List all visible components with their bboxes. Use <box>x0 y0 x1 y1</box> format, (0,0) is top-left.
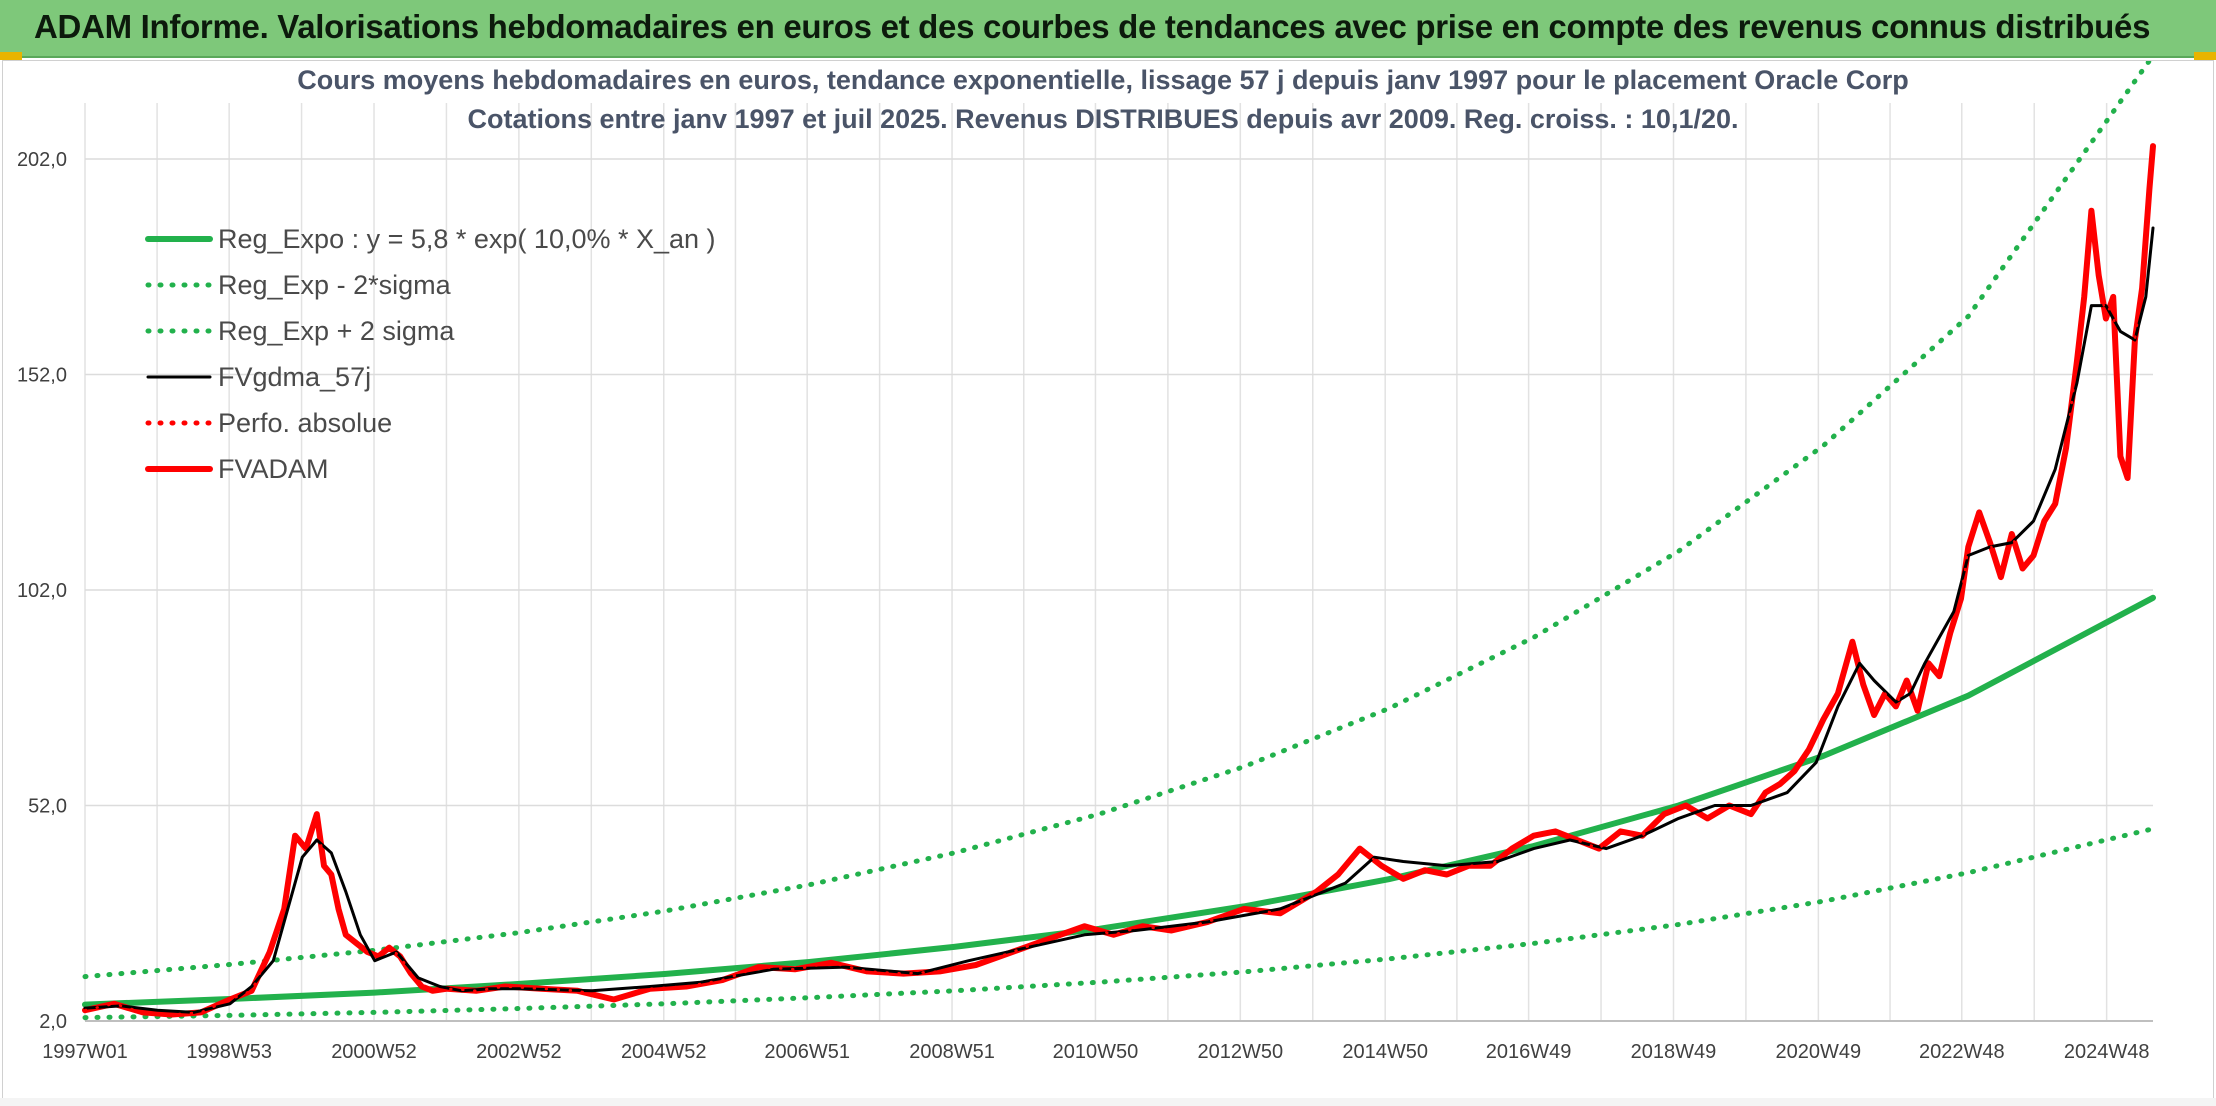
chart-series <box>82 61 2156 1021</box>
series-line-3 <box>83 226 2155 1014</box>
banner-corner-left <box>0 52 22 60</box>
report-title: ADAM Informe. Valorisations hebdomadaire… <box>34 8 2151 45</box>
x-tick-label: 1997W01 <box>42 1041 128 1063</box>
chart-title: Cours moyens hebdomadaires en euros, ten… <box>297 65 1909 95</box>
chart-subtitle: Cotations entre janv 1997 et juil 2025. … <box>467 104 1738 134</box>
legend-label: Reg_Exp + 2 sigma <box>218 316 455 346</box>
x-tick-label: 2002W52 <box>476 1041 562 1063</box>
x-tick-label: 2012W50 <box>1198 1041 1284 1063</box>
x-axis-ticks: 1997W01 1998W53 2000W52 2002W52 2004W52 2006W… <box>42 1041 2149 1063</box>
x-tick-label: 2014W50 <box>1342 1041 1428 1063</box>
series-line-1 <box>82 826 2156 1021</box>
x-tick-label: 2022W48 <box>1919 1041 2005 1063</box>
x-tick-label: 1998W53 <box>186 1041 272 1063</box>
legend-label: Perfo. absolue <box>218 408 392 438</box>
chart-legend: Reg_Expo : y = 5,8 * exp( 10,0% * X_an )… <box>145 224 716 484</box>
y-tick-label: 2,0 <box>39 1011 67 1033</box>
x-tick-label: 2006W51 <box>764 1041 850 1063</box>
series-line-4 <box>83 144 2155 1016</box>
legend-label: Reg_Exp - 2*sigma <box>218 270 452 300</box>
legend-label: Reg_Expo : y = 5,8 * exp( 10,0% * X_an ) <box>218 224 716 254</box>
y-tick-label: 102,0 <box>17 580 67 602</box>
grid-lines <box>84 103 2153 1022</box>
x-tick-label: 2004W52 <box>621 1041 707 1063</box>
y-axis-ticks: 2,0 52,0 102,0 152,0 202,0 <box>17 149 67 1033</box>
report-banner: ADAM Informe. Valorisations hebdomadaire… <box>0 0 2216 60</box>
series-line-0 <box>82 594 2156 1008</box>
y-tick-label: 52,0 <box>28 796 67 818</box>
y-tick-label: 152,0 <box>17 365 67 387</box>
x-tick-label: 2010W50 <box>1053 1041 1139 1063</box>
chart-area: Cours moyens hebdomadaires en euros, ten… <box>2 60 2214 1104</box>
x-tick-label: 2016W49 <box>1486 1041 1572 1063</box>
x-tick-label: 2008W51 <box>909 1041 995 1063</box>
x-tick-label: 2020W49 <box>1776 1041 1862 1063</box>
legend-label: FVgdma_57j <box>218 362 371 392</box>
x-tick-label: 2018W49 <box>1631 1041 1717 1063</box>
x-tick-label: 2024W48 <box>2064 1041 2150 1063</box>
chart-svg: Cours moyens hebdomadaires en euros, ten… <box>17 61 2156 1063</box>
banner-corner-right <box>2194 52 2216 60</box>
legend-label: FVADAM <box>218 454 329 484</box>
bottom-strip <box>0 1098 2216 1106</box>
y-tick-label: 202,0 <box>17 149 67 171</box>
series-line-2 <box>82 61 2153 980</box>
x-tick-label: 2000W52 <box>331 1041 417 1063</box>
